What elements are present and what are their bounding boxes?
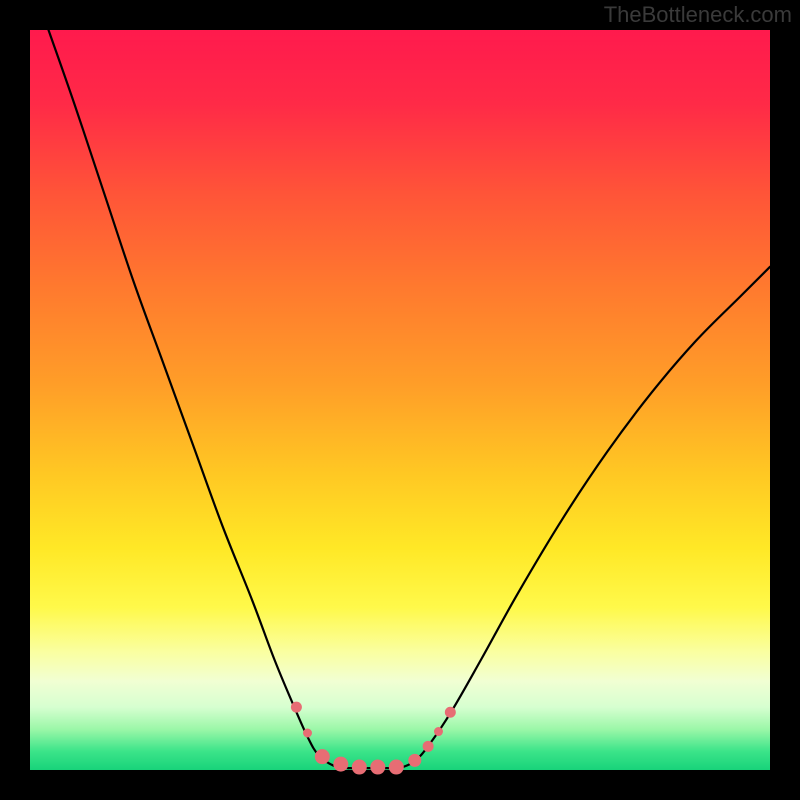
plot-background — [30, 30, 770, 770]
chart-stage: TheBottleneck.com — [0, 0, 800, 800]
marker-point — [423, 741, 433, 751]
marker-point — [371, 760, 385, 774]
marker-point — [352, 760, 366, 774]
marker-point — [304, 729, 312, 737]
marker-point — [434, 728, 442, 736]
bottleneck-chart — [0, 0, 800, 800]
marker-point — [315, 750, 329, 764]
marker-point — [409, 754, 421, 766]
marker-point — [389, 760, 403, 774]
watermark-text: TheBottleneck.com — [604, 2, 792, 28]
marker-point — [334, 757, 348, 771]
marker-point — [291, 702, 301, 712]
marker-point — [445, 707, 455, 717]
